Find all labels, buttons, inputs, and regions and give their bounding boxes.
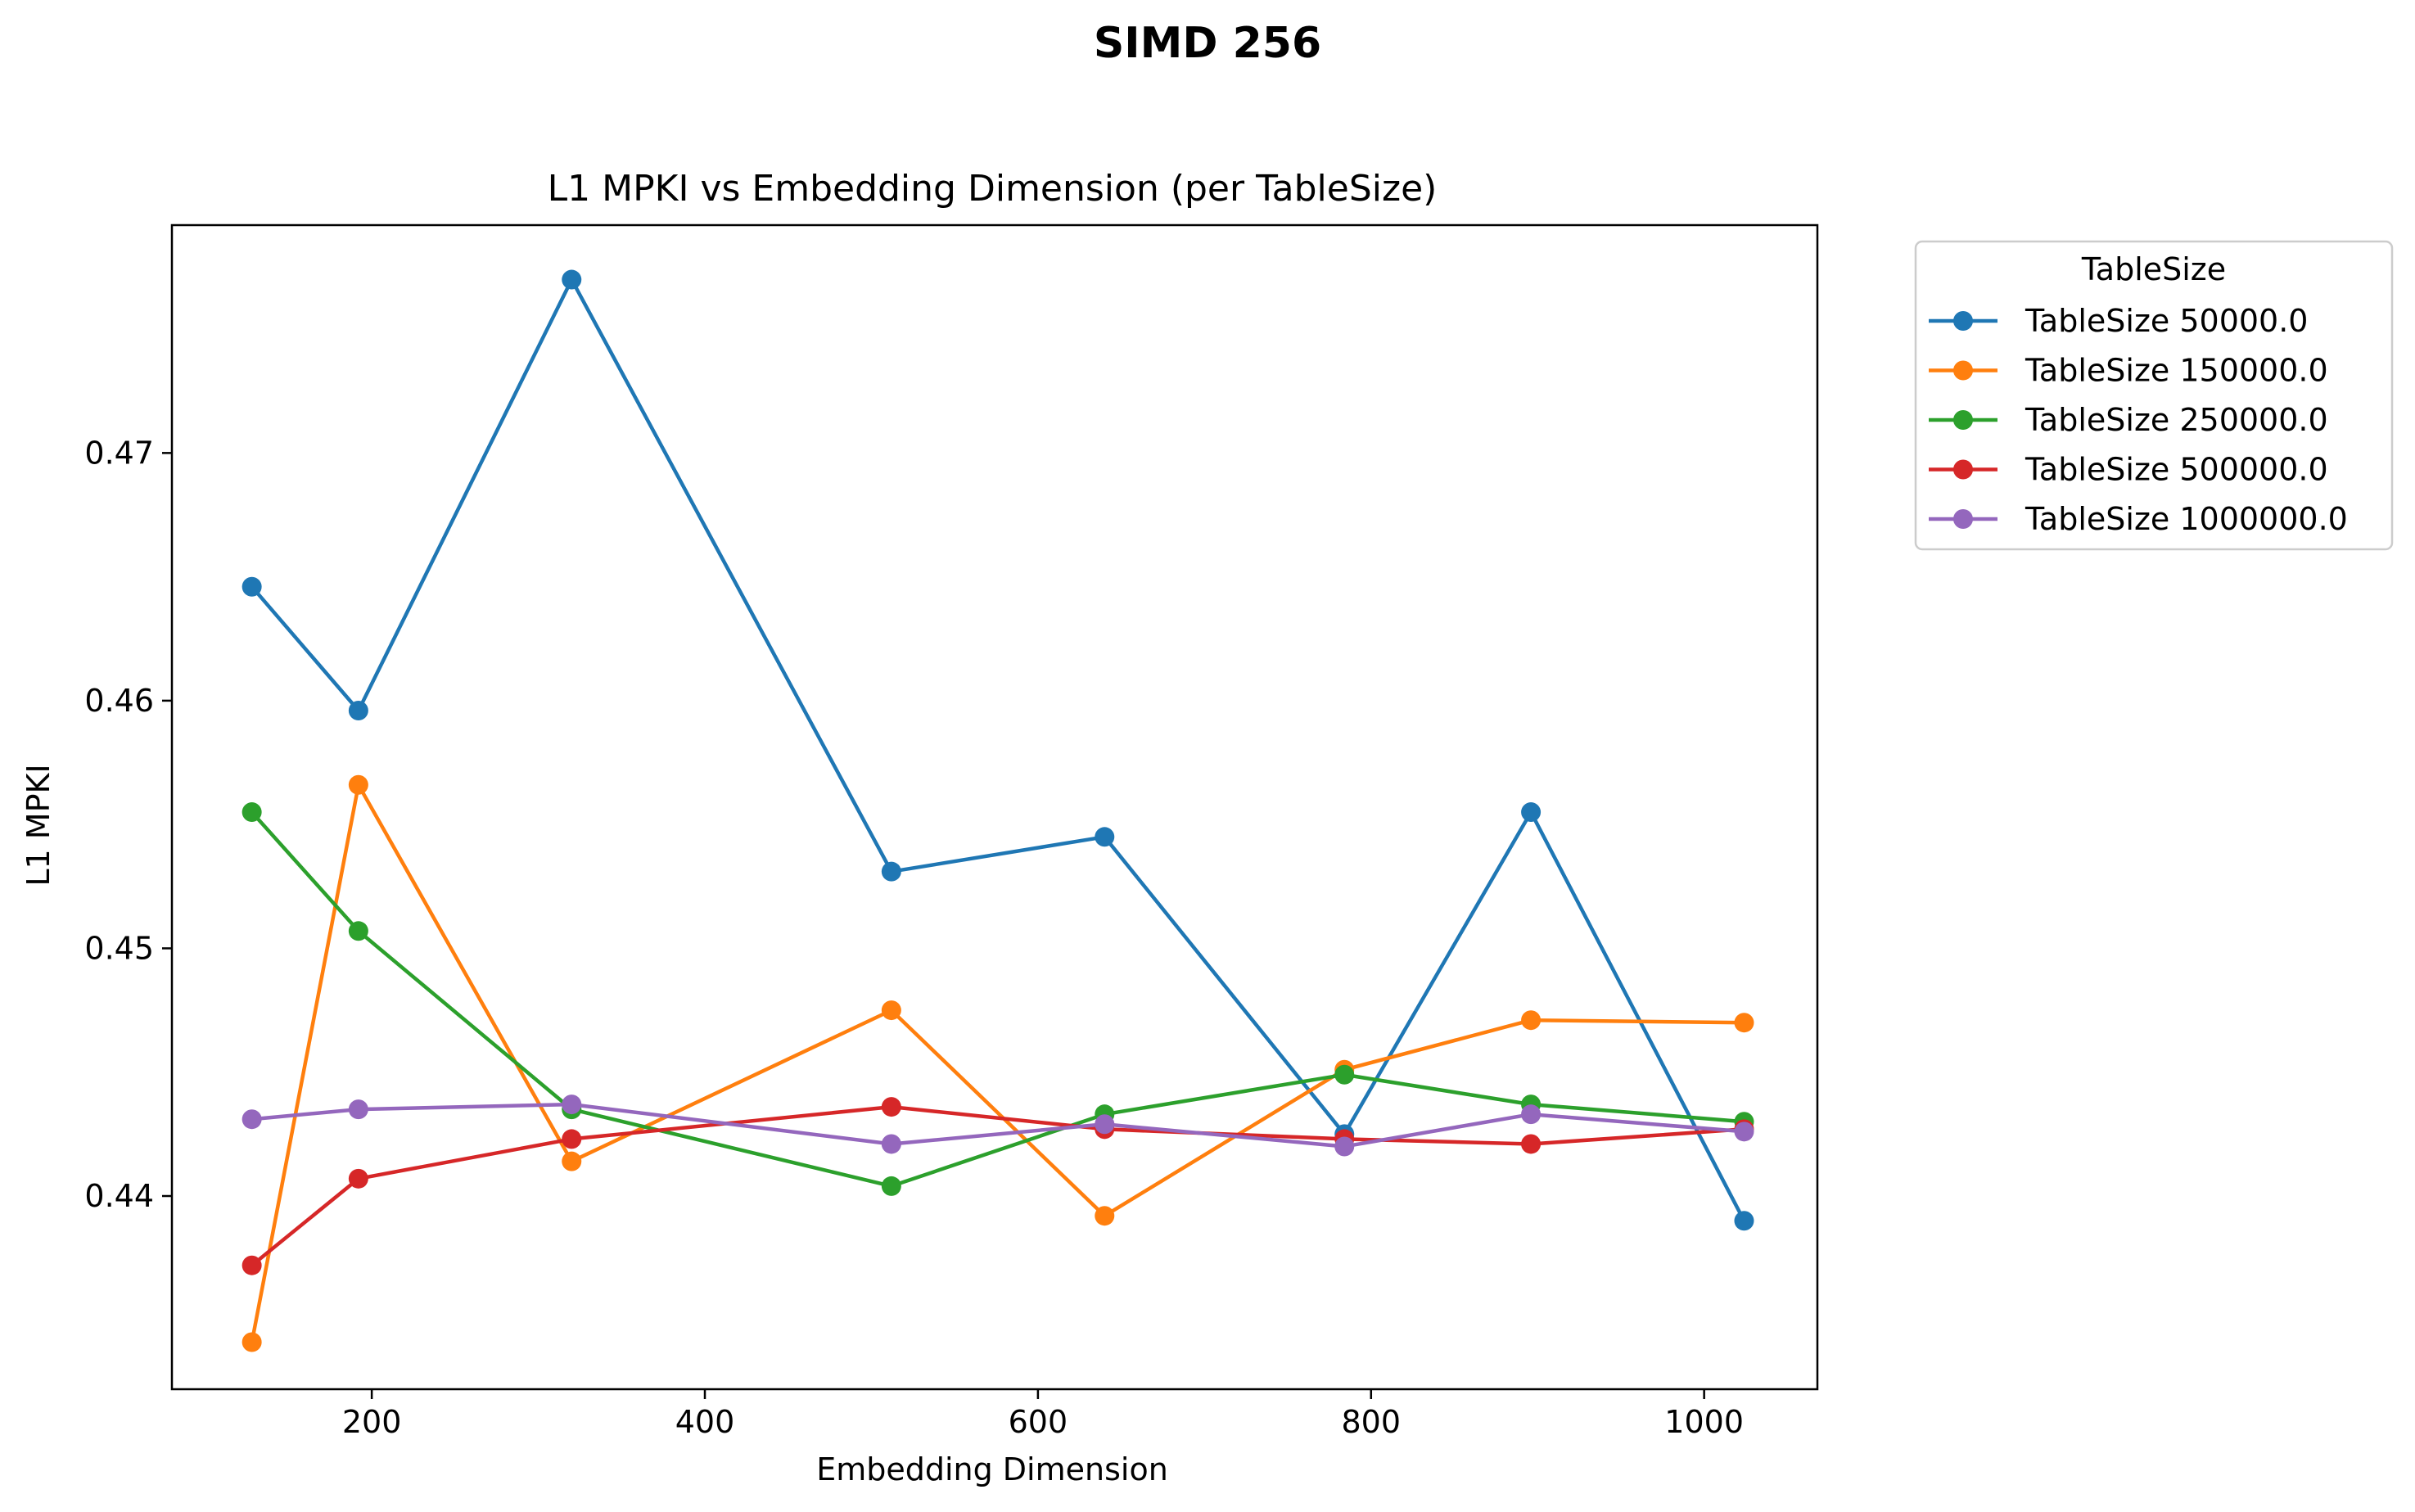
data-point bbox=[242, 1255, 262, 1275]
legend-entry: TableSize 500000.0 bbox=[1929, 452, 2328, 488]
x-axis: 200 400 600 800 1000 bbox=[342, 1389, 1744, 1440]
data-point bbox=[1521, 1134, 1542, 1154]
data-point bbox=[562, 1129, 582, 1149]
data-point bbox=[242, 802, 262, 823]
data-point bbox=[1334, 1064, 1355, 1085]
data-point bbox=[562, 1095, 582, 1115]
y-tick-label: 0.47 bbox=[84, 435, 154, 471]
chart-title: L1 MPKI vs Embedding Dimension (per Tabl… bbox=[548, 168, 1438, 210]
data-point bbox=[348, 921, 368, 941]
x-tick-label: 600 bbox=[1009, 1404, 1068, 1440]
legend-marker bbox=[1953, 459, 1973, 480]
data-point bbox=[348, 701, 368, 721]
data-point bbox=[348, 1099, 368, 1120]
legend-entry: TableSize 1000000.0 bbox=[1929, 501, 2348, 537]
x-tick-label: 400 bbox=[675, 1404, 735, 1440]
data-point bbox=[881, 861, 901, 882]
legend-marker bbox=[1953, 410, 1973, 430]
series-layer bbox=[242, 269, 1754, 1352]
legend-entry: TableSize 50000.0 bbox=[1929, 303, 2309, 339]
data-point bbox=[348, 774, 368, 795]
y-axis-label: L1 MPKI bbox=[20, 764, 56, 886]
series-line bbox=[250, 278, 1746, 1222]
legend-label: TableSize 250000.0 bbox=[2025, 402, 2328, 438]
x-axis-label: Embedding Dimension bbox=[816, 1451, 1168, 1487]
data-point bbox=[242, 1109, 262, 1130]
data-point bbox=[1521, 802, 1542, 823]
series-line bbox=[251, 1102, 1745, 1149]
figure-suptitle: SIMD 256 bbox=[1094, 19, 1321, 68]
series-tablesize-1000000-0 bbox=[242, 1095, 1754, 1157]
series-line bbox=[250, 783, 1745, 1343]
x-tick-label: 200 bbox=[342, 1404, 402, 1440]
legend-label: TableSize 500000.0 bbox=[2025, 452, 2328, 488]
y-tick-label: 0.44 bbox=[84, 1178, 154, 1214]
data-point bbox=[1734, 1013, 1754, 1033]
series-line bbox=[251, 810, 1745, 1189]
data-point bbox=[1521, 1104, 1542, 1125]
data-point bbox=[1734, 1211, 1754, 1231]
series-tablesize-50000-0 bbox=[242, 269, 1754, 1231]
legend-title: TableSize bbox=[2081, 251, 2226, 287]
data-point bbox=[881, 1176, 901, 1196]
data-point bbox=[1095, 1114, 1115, 1135]
series-line bbox=[251, 1104, 1745, 1267]
data-point bbox=[562, 1151, 582, 1171]
data-point bbox=[1095, 827, 1115, 847]
legend-label: TableSize 150000.0 bbox=[2025, 353, 2328, 389]
data-point bbox=[881, 1000, 901, 1021]
data-point bbox=[881, 1134, 901, 1154]
legend-entry: TableSize 250000.0 bbox=[1929, 402, 2328, 438]
data-point bbox=[881, 1097, 901, 1117]
series-tablesize-150000-0 bbox=[242, 774, 1754, 1352]
legend-entry: TableSize 150000.0 bbox=[1929, 353, 2328, 389]
x-tick-label: 800 bbox=[1342, 1404, 1402, 1440]
legend-marker bbox=[1953, 509, 1973, 529]
legend-label: TableSize 50000.0 bbox=[2025, 303, 2309, 339]
y-tick-label: 0.46 bbox=[84, 683, 154, 719]
data-point bbox=[562, 269, 582, 290]
y-tick-label: 0.45 bbox=[84, 930, 154, 966]
data-point bbox=[1334, 1136, 1355, 1157]
data-point bbox=[1734, 1122, 1754, 1142]
y-axis: 0.44 0.45 0.46 0.47 bbox=[84, 435, 172, 1214]
data-point bbox=[1521, 1010, 1542, 1031]
legend-entries: TableSize 50000.0 TableSize 150000.0 Table… bbox=[1929, 303, 2348, 537]
axes-frame bbox=[170, 223, 1819, 1391]
legend-box bbox=[1914, 240, 2394, 551]
legend-marker bbox=[1953, 311, 1973, 331]
legend: TableSize TableSize 50000.0 TableSize 150… bbox=[1914, 240, 2394, 551]
x-tick-label: 1000 bbox=[1664, 1404, 1744, 1440]
legend-label: TableSize 1000000.0 bbox=[2025, 501, 2348, 537]
data-point bbox=[1095, 1206, 1115, 1226]
plot-area: 200 400 600 800 1000 0.44 0.45 0.46 0.47 bbox=[84, 223, 1819, 1440]
data-point bbox=[242, 576, 262, 597]
data-point bbox=[348, 1168, 368, 1189]
data-point bbox=[242, 1332, 262, 1352]
legend-marker bbox=[1953, 360, 1973, 381]
